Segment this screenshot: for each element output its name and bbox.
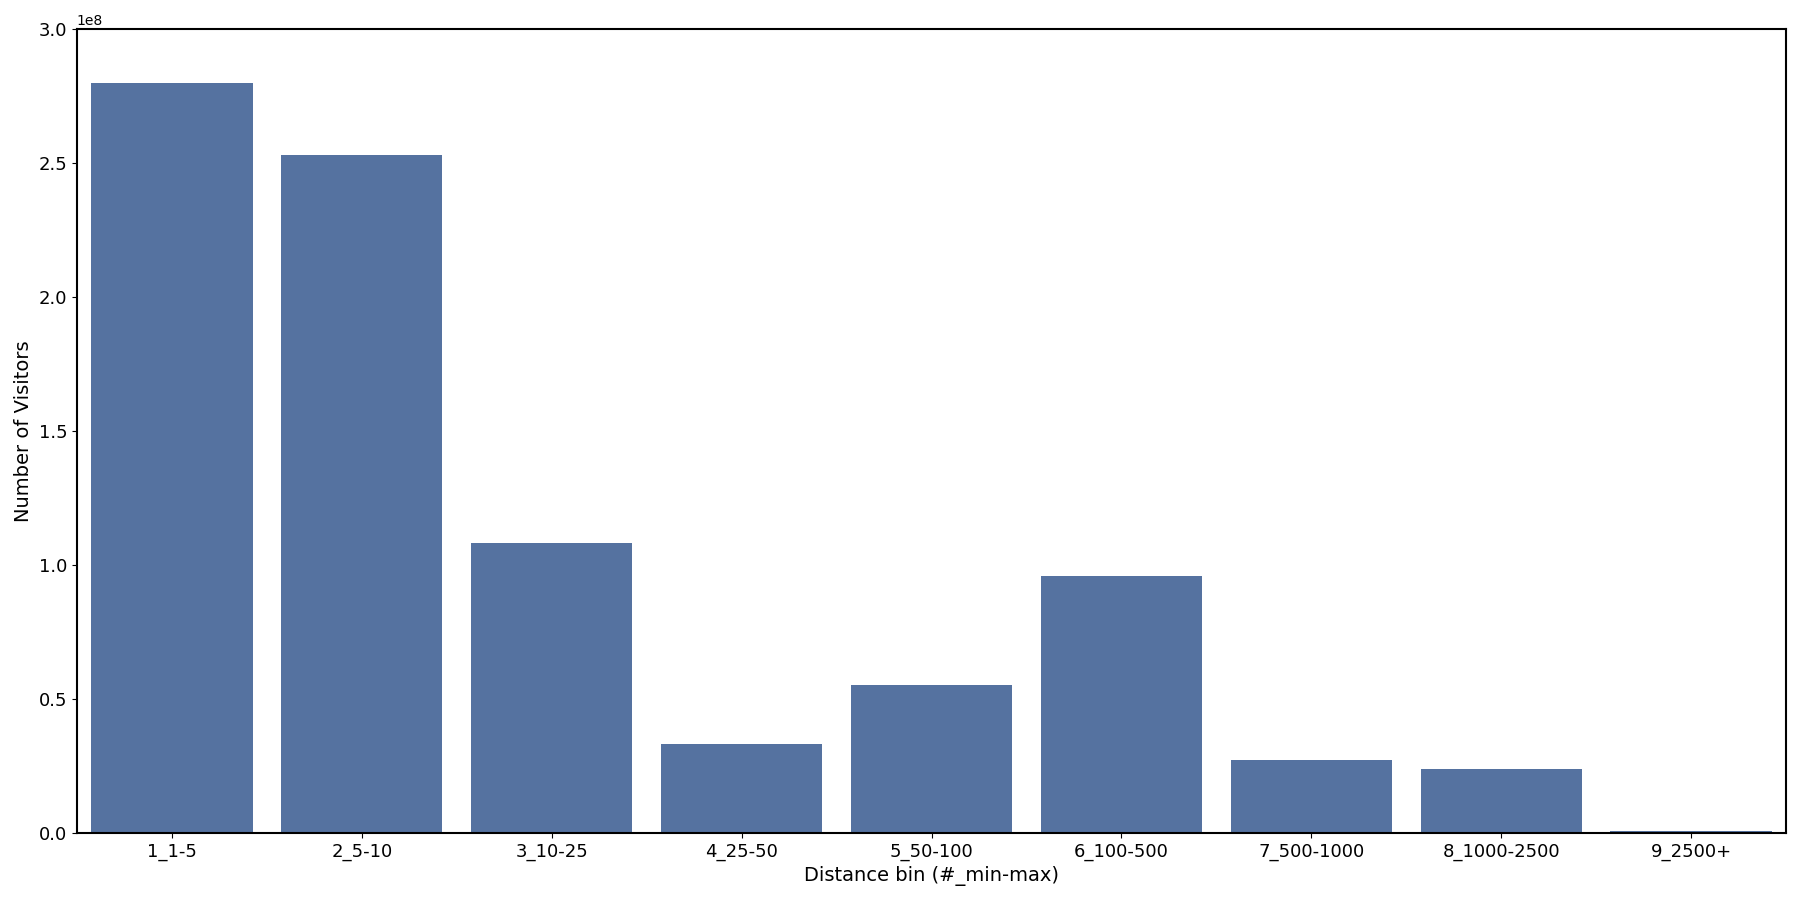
Bar: [1040, 576, 1202, 832]
Bar: [1231, 760, 1391, 832]
Bar: [92, 83, 252, 832]
Y-axis label: Number of Visitors: Number of Visitors: [14, 340, 32, 522]
Bar: [472, 544, 632, 832]
Bar: [661, 744, 823, 832]
Bar: [1420, 769, 1582, 833]
Bar: [281, 155, 443, 832]
X-axis label: Distance bin (#_min-max): Distance bin (#_min-max): [805, 866, 1058, 886]
Bar: [851, 686, 1012, 832]
